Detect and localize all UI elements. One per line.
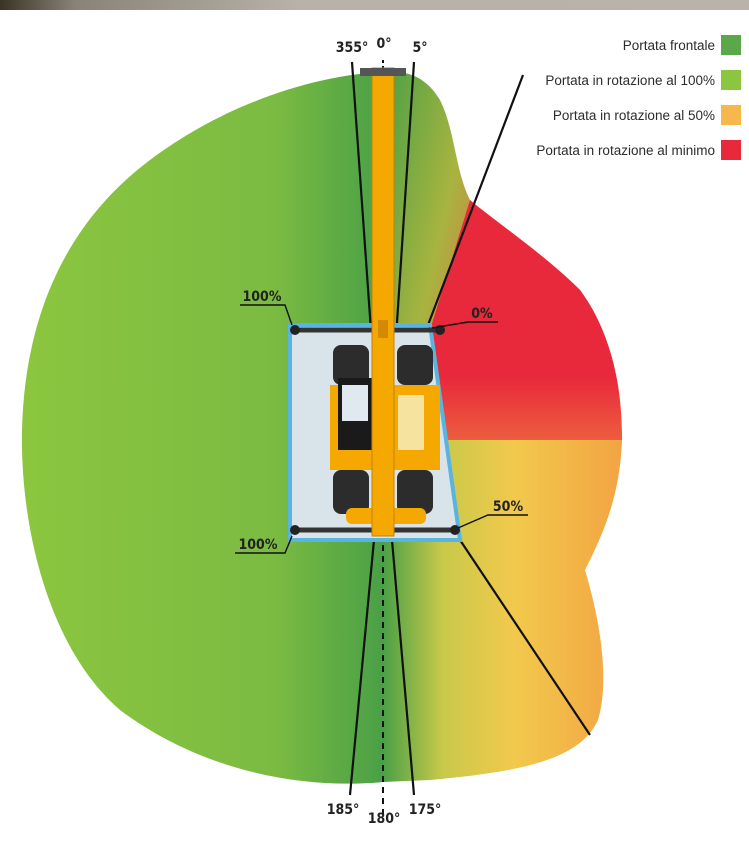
legend-item-frontal: Portata frontale: [623, 35, 741, 55]
capacity-label-50: 50%: [493, 499, 524, 515]
line-top-right-diagonal: [426, 74, 525, 326]
leader-100-top: [240, 304, 293, 326]
legend-item-rotation-min: Portata in rotazione al minimo: [536, 140, 741, 160]
legend-label: Portata frontale: [622, 37, 715, 53]
capacity-label-100-bottom: 100%: [239, 537, 278, 553]
capacity-label-100-top: 100%: [243, 289, 282, 305]
legend-swatch: [721, 35, 741, 55]
angle-label-175: 175°: [409, 802, 442, 818]
legend-label: Portata in rotazione al 50%: [552, 107, 715, 123]
angle-label-5: 5°: [412, 40, 427, 56]
line-185: [348, 539, 376, 796]
line-175: [390, 539, 416, 796]
front-reach-area-left: [21, 72, 383, 784]
wheels: [333, 345, 433, 514]
angle-label-180: 180°: [368, 811, 401, 827]
leader-50: [457, 514, 528, 529]
angle-label-0: 0°: [376, 36, 391, 52]
top-image-strip: [0, 0, 749, 10]
legend-swatch: [721, 140, 741, 160]
legend-swatch: [721, 70, 741, 90]
capacity-label-0: 0%: [471, 306, 493, 322]
legend-item-rotation-50: Portata in rotazione al 50%: [553, 105, 741, 125]
leader-0: [431, 321, 498, 329]
legend-swatch: [721, 105, 741, 125]
line-bottom-right-diagonal: [459, 539, 591, 736]
angle-label-355: 355°: [336, 40, 369, 56]
boom: [360, 67, 406, 537]
leader-100-bottom: [235, 535, 293, 554]
legend-label: Portata in rotazione al minimo: [536, 142, 715, 158]
legend-item-rotation-100: Portata in rotazione al 100%: [545, 70, 741, 90]
angle-label-185: 185°: [327, 802, 360, 818]
legend-label: Portata in rotazione al 100%: [545, 72, 715, 88]
